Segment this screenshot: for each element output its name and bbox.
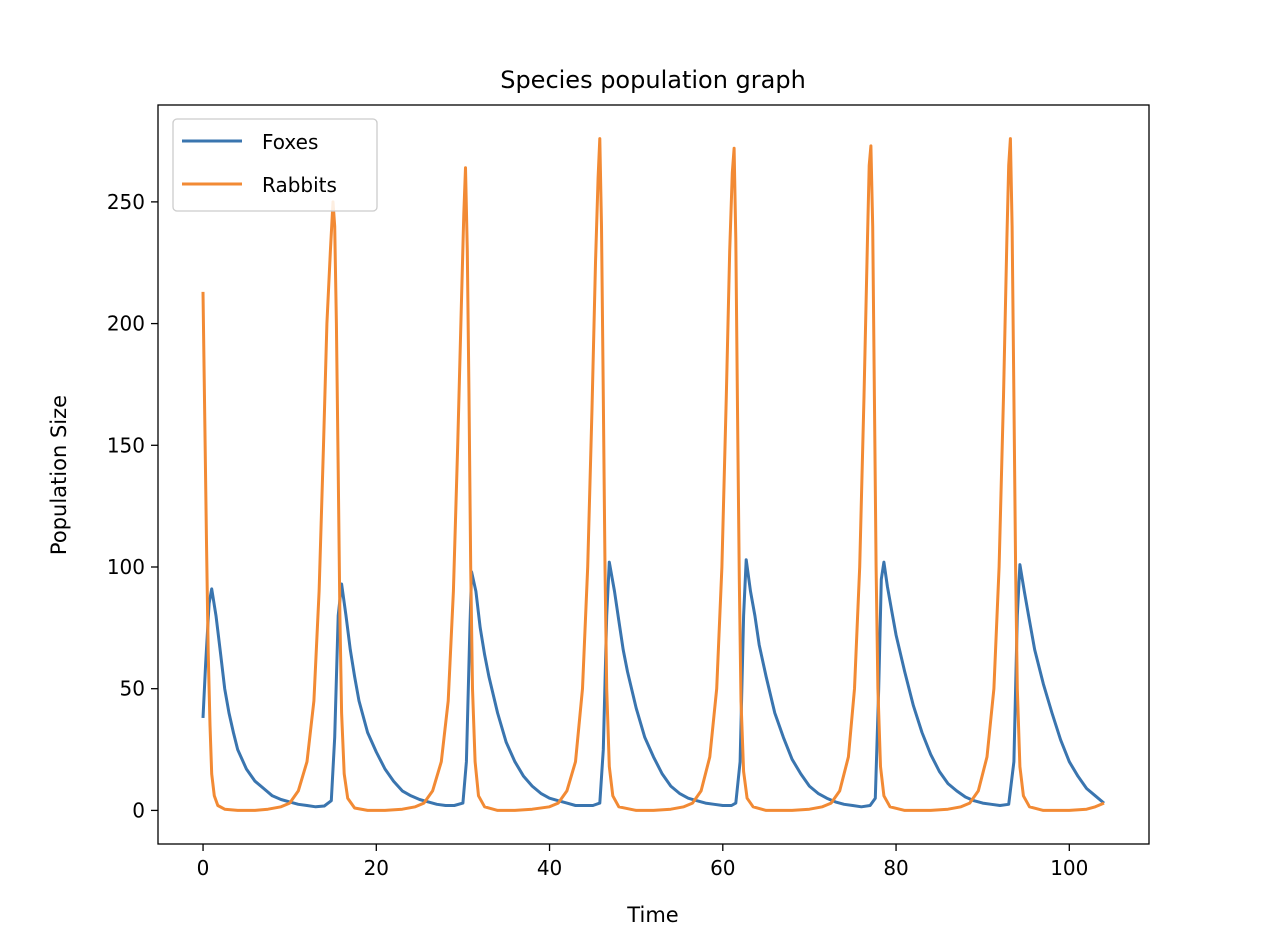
x-tick-label: 80 (883, 856, 908, 880)
legend: Foxes Rabbits (172, 118, 378, 212)
x-axis-label: Time (626, 903, 678, 927)
y-tick-label: 50 (120, 677, 145, 701)
y-tick-label: 200 (107, 312, 145, 336)
series-line-rabbits (201, 137, 1105, 812)
legend-label-foxes: Foxes (262, 130, 318, 154)
legend-label-rabbits: Rabbits (262, 173, 337, 197)
y-tick-label: 150 (107, 433, 145, 457)
y-tick-label: 0 (132, 798, 145, 822)
series-line-foxes (201, 558, 1105, 809)
y-tick-label: 250 (107, 190, 145, 214)
x-tick-label: 0 (197, 856, 210, 880)
chart-title: Species population graph (500, 66, 806, 94)
x-tick-label: 60 (710, 856, 735, 880)
plot-area (157, 104, 1150, 845)
y-axis: 0 50 100 150 200 250 (107, 190, 158, 822)
plot-frame (157, 104, 1150, 845)
x-axis: 0 20 40 60 80 100 (197, 844, 1088, 880)
series-layer (201, 137, 1105, 812)
x-tick-label: 40 (537, 856, 562, 880)
y-axis-label: Population Size (47, 395, 71, 555)
x-tick-label: 20 (364, 856, 389, 880)
x-tick-label: 100 (1050, 856, 1088, 880)
y-tick-label: 100 (107, 555, 145, 579)
